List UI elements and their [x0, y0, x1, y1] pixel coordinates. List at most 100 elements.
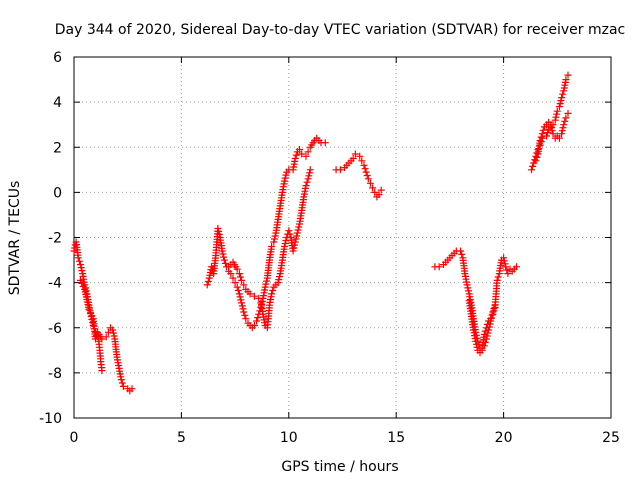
data-point	[104, 328, 112, 336]
data-point	[558, 94, 566, 102]
grid-lines	[74, 57, 611, 418]
data-point	[269, 287, 277, 294]
data-point	[119, 382, 127, 390]
data-point	[488, 311, 496, 319]
data-point	[75, 257, 83, 265]
data-point	[351, 150, 359, 158]
data-point	[537, 133, 545, 141]
data-point	[231, 279, 239, 287]
y-tick-label: 6	[53, 50, 62, 66]
data-point	[295, 223, 303, 231]
data-point	[77, 264, 85, 272]
y-tick-label: -4	[48, 276, 62, 292]
x-axis-label: GPS time / hours	[281, 459, 398, 475]
data-point	[490, 307, 498, 315]
data-point	[304, 148, 312, 156]
x-axis: 0 5 10 15 20 25	[70, 57, 620, 446]
data-point	[303, 178, 311, 186]
data-point	[553, 107, 561, 115]
data-point	[558, 127, 566, 135]
data-point	[237, 296, 245, 304]
data-point	[371, 188, 379, 196]
x-tick-label: 25	[602, 430, 620, 446]
data-point	[250, 292, 258, 300]
data-point	[555, 103, 563, 111]
data-point	[559, 124, 567, 132]
data-point	[562, 76, 570, 84]
data-point	[360, 161, 368, 169]
data-point	[78, 279, 86, 287]
data-point	[289, 247, 297, 255]
data-point	[557, 97, 565, 105]
data-point	[544, 129, 552, 137]
data-point	[293, 232, 301, 240]
x-tick-label: 5	[177, 430, 186, 446]
data-point	[240, 281, 248, 289]
data-point	[233, 265, 241, 273]
data-point	[255, 294, 263, 302]
data-point	[234, 287, 242, 294]
data-point	[98, 335, 106, 343]
data-point	[214, 225, 222, 232]
data-point	[298, 150, 306, 158]
data-point	[240, 308, 248, 316]
y-tick-label: -10	[39, 411, 62, 427]
data-point	[533, 153, 541, 161]
x-tick-label: 0	[70, 430, 79, 446]
data-point	[281, 174, 289, 182]
data-point	[235, 270, 243, 278]
data-point	[229, 274, 237, 282]
data-point	[281, 240, 289, 247]
data-point	[88, 312, 96, 320]
data-point	[364, 175, 372, 183]
data-point	[555, 134, 563, 142]
data-point	[549, 130, 557, 138]
y-tick-label: 2	[53, 140, 62, 156]
data-point	[349, 155, 357, 162]
data-point	[356, 152, 364, 160]
data-point	[241, 311, 249, 319]
data-point	[281, 177, 288, 185]
y-tick-label: 0	[53, 185, 62, 201]
data-point	[564, 109, 572, 117]
data-point	[128, 385, 136, 393]
data-point	[547, 121, 555, 129]
data-point	[74, 254, 82, 262]
data-point	[294, 226, 302, 234]
data-point	[109, 329, 117, 337]
data-point	[70, 247, 78, 255]
data-point	[85, 306, 93, 314]
data-point	[559, 90, 567, 98]
data-point	[258, 297, 266, 305]
data-point	[227, 270, 235, 278]
data-point	[275, 276, 283, 284]
data-point	[532, 157, 540, 165]
data-point	[369, 184, 377, 192]
data-point	[528, 166, 535, 174]
data-point	[237, 273, 244, 281]
data-point	[238, 299, 245, 307]
data-point	[556, 100, 564, 108]
data-point	[484, 320, 491, 328]
data-point	[203, 281, 211, 289]
data-point	[302, 182, 310, 190]
data-point	[560, 121, 568, 129]
data-point	[109, 326, 117, 334]
data-point	[238, 302, 246, 310]
data-point	[536, 137, 544, 144]
data-point	[358, 157, 366, 165]
data-point	[246, 290, 254, 298]
data-point	[268, 290, 276, 298]
data-point	[271, 235, 278, 243]
data-point	[362, 168, 370, 176]
data-point	[558, 130, 566, 138]
data-point	[276, 273, 283, 281]
data-point	[457, 247, 465, 255]
data-point	[239, 305, 247, 313]
data-point	[543, 132, 551, 140]
data-point	[501, 260, 509, 268]
data-point	[472, 340, 480, 348]
data-point	[76, 276, 84, 284]
data-point	[254, 314, 262, 322]
data-point	[302, 152, 310, 160]
